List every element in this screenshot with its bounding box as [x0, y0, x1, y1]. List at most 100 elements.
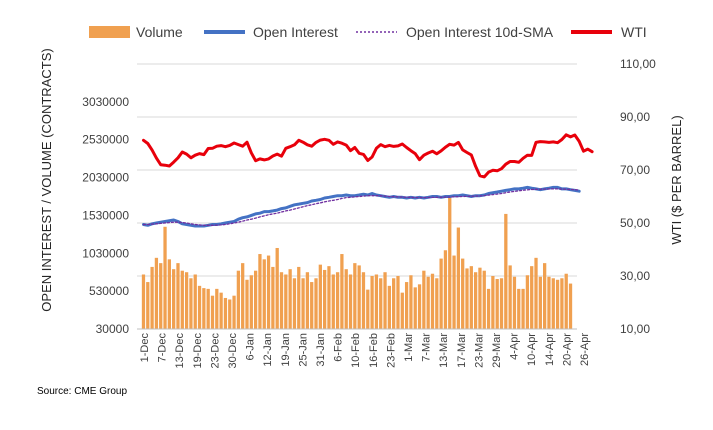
volume-bar — [202, 288, 206, 329]
volume-bar — [318, 264, 322, 329]
left-axis-title: OPEN INTEREST / VOLUME (CONTRACTS) — [39, 48, 54, 311]
left-tick-label: 30000 — [96, 322, 130, 336]
volume-bar — [197, 285, 202, 329]
volume-bar — [491, 276, 495, 329]
volume-bar — [452, 255, 456, 329]
volume-bar — [473, 272, 478, 329]
volume-bar — [461, 258, 465, 329]
left-tick-label: 2030000 — [82, 171, 129, 185]
right-tick-label: 90,00 — [620, 110, 650, 124]
volume-bar — [534, 257, 538, 329]
x-tick-label: 30-Dec — [227, 333, 239, 369]
volume-bar — [547, 276, 551, 329]
volume-bar — [262, 259, 266, 329]
volume-bar — [353, 263, 357, 329]
x-tick-label: 13-Mar — [438, 333, 450, 368]
x-tick-label: 20-Apr — [561, 333, 573, 366]
volume-bar — [499, 278, 504, 329]
volume-bar — [409, 275, 413, 329]
volume-bar — [426, 276, 430, 329]
volume-bar — [413, 287, 417, 329]
volume-bar — [146, 282, 150, 329]
volume-bar — [417, 284, 422, 329]
volume-bar — [512, 276, 517, 329]
volume-bar — [288, 269, 292, 329]
volume-bar — [266, 255, 271, 329]
right-axis-title: WTI ($ PER BARREL) — [669, 115, 684, 244]
volume-bar — [568, 283, 573, 329]
right-tick-label: 10,00 — [620, 322, 650, 336]
volume-bar — [249, 275, 253, 329]
x-tick-label: 10-Apr — [526, 333, 538, 366]
x-tick-label: 10-Feb — [350, 333, 362, 368]
volume-bar — [366, 289, 370, 329]
volume-bar — [538, 276, 542, 329]
open-interest-line — [142, 185, 581, 228]
x-tick-label: 6-Jan — [245, 333, 257, 361]
x-tick-label: 29-Mar — [491, 333, 503, 368]
volume-bar — [348, 274, 353, 329]
x-tick-label: 13-Dec — [174, 333, 186, 369]
volume-bar — [564, 273, 568, 329]
x-tick-label: 14-Apr — [544, 333, 556, 366]
right-tick-label: 70,00 — [620, 163, 650, 177]
volume-bar — [521, 288, 525, 329]
volume-bar — [159, 263, 163, 329]
left-tick-label: 530000 — [89, 284, 129, 298]
volume-bar — [172, 269, 176, 329]
volume-bar — [279, 272, 284, 329]
volume-bar — [555, 279, 560, 329]
volume-bar — [189, 278, 193, 329]
x-tick-label: 4-Apr — [509, 333, 521, 360]
volume-bar — [392, 278, 396, 329]
volume-bar — [150, 266, 154, 329]
volume-bar — [443, 250, 448, 329]
volume-bar — [379, 278, 383, 329]
x-axis-ticks: 1-Dec 7-Dec 13-Dec 19-Dec 23-Dec 30-Dec 6-Jan 1… — [139, 333, 591, 369]
left-axis-ticks: 30000 530000 1030000 1530000 2030000 2530000 3… — [82, 95, 129, 336]
x-tick-label: 16-Feb — [368, 333, 380, 368]
volume-bar — [154, 257, 159, 329]
volume-bar — [504, 213, 508, 329]
left-tick-label: 2530000 — [82, 133, 129, 147]
x-tick-label: 19-Dec — [192, 333, 204, 369]
right-axis-ticks: 10,00 30,00 50,00 70,00 90,00 110,00 — [620, 57, 656, 336]
volume-bar — [141, 274, 146, 329]
volume-bar — [430, 273, 435, 329]
volume-bar — [525, 275, 530, 329]
volume-bar — [327, 266, 331, 329]
volume-bar — [210, 295, 215, 329]
volume-bar — [275, 247, 279, 329]
volume-bar — [448, 196, 452, 329]
volume-bar — [301, 278, 305, 329]
x-tick-label: 1-Mar — [403, 333, 415, 362]
x-tick-label: 17-Mar — [456, 333, 468, 368]
legend: Volume Open Interest Open Interest 10d-SMA… — [89, 24, 647, 40]
volume-bar — [206, 288, 210, 329]
volume-bar — [435, 278, 439, 329]
volume-bar — [495, 279, 499, 329]
x-tick-label: 19-Jan — [280, 333, 292, 367]
volume-bar — [241, 263, 245, 329]
volume-bar — [236, 270, 241, 329]
volume-bar — [404, 282, 409, 329]
wti-line — [142, 133, 594, 179]
volume-bar — [482, 270, 486, 329]
volume-bar — [232, 295, 236, 329]
volume-bar — [400, 292, 404, 329]
volume-bar — [335, 272, 340, 329]
volume-bar — [396, 276, 400, 329]
volume-bar — [331, 274, 335, 329]
volume-bar — [292, 278, 297, 329]
volume-bar — [530, 266, 534, 329]
volume-bar — [271, 266, 275, 329]
legend-label: Open Interest 10d-SMA — [406, 24, 554, 40]
volume-bar — [167, 259, 171, 329]
volume-bar — [193, 274, 197, 329]
x-tick-label: 25-Jan — [297, 333, 309, 367]
volume-bar — [305, 272, 310, 329]
volume-bar — [314, 278, 318, 329]
volume-bar — [383, 272, 387, 329]
volume-bar — [344, 269, 348, 329]
